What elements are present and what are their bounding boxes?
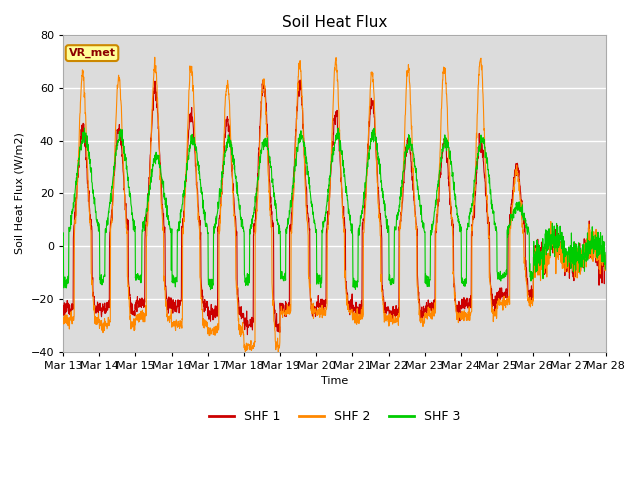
X-axis label: Time: Time bbox=[321, 376, 348, 386]
Title: Soil Heat Flux: Soil Heat Flux bbox=[282, 15, 387, 30]
Text: VR_met: VR_met bbox=[68, 48, 115, 58]
Y-axis label: Soil Heat Flux (W/m2): Soil Heat Flux (W/m2) bbox=[15, 132, 25, 254]
Legend: SHF 1, SHF 2, SHF 3: SHF 1, SHF 2, SHF 3 bbox=[204, 405, 465, 428]
